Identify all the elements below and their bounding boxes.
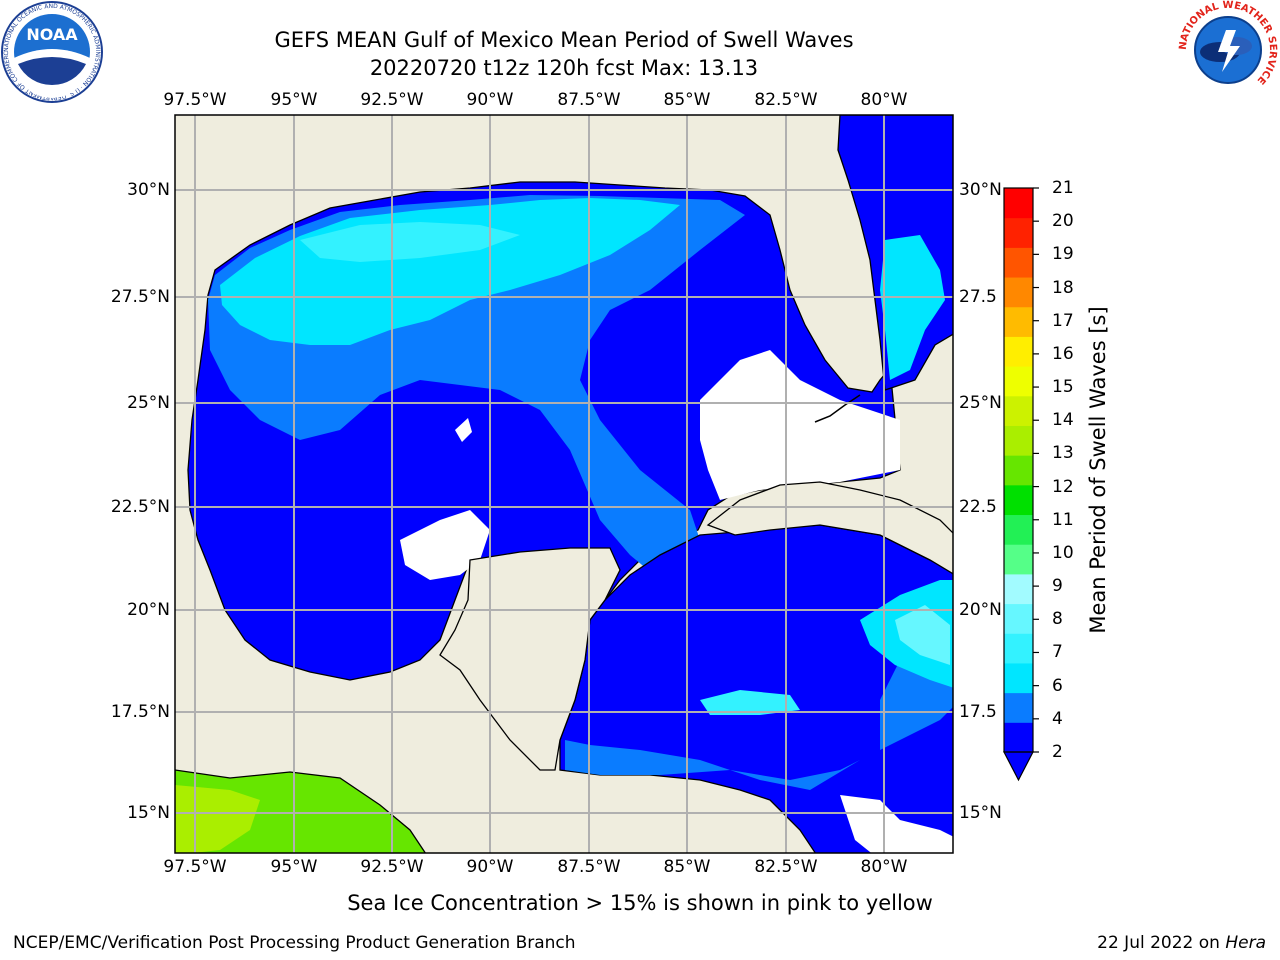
lon-label-bottom: 85°W: [663, 857, 711, 877]
colorbar-segment: [1004, 336, 1033, 367]
lon-label-top: 87.5°W: [557, 90, 621, 110]
colorbar-tick-label: 6: [1052, 675, 1063, 696]
nodata-patch-3: [455, 418, 472, 442]
colorbar-segment: [1004, 395, 1033, 426]
lon-label-bottom: 82.5°W: [754, 857, 818, 877]
colorbar-tick-label: 10: [1052, 542, 1074, 563]
lat-label-right: 22.5: [959, 497, 997, 517]
noaa-logo: NATIONAL OCEANIC AND ATMOSPHERIC ADMINIS…: [0, 0, 103, 103]
lon-label-top: 85°W: [663, 90, 711, 110]
colorbar-tick-label: 11: [1052, 509, 1074, 530]
colorbar-segment: [1004, 247, 1033, 278]
colorbar: [1003, 187, 1039, 782]
sea-ice-note: Sea Ice Concentration > 15% is shown in …: [347, 891, 933, 915]
colorbar-segment: [1004, 544, 1033, 575]
colorbar-tick-label: 14: [1052, 410, 1074, 431]
colorbar-segment: [1004, 306, 1033, 337]
pacific-band-yellowgreen: [175, 785, 260, 853]
lat-label-left: 30°N: [127, 180, 170, 200]
lat-label-right: 20°N: [959, 600, 1002, 620]
colorbar-tick-label: 21: [1052, 178, 1074, 198]
colorbar-segment: [1004, 188, 1033, 219]
caribbean-band-lightblue: [565, 614, 953, 790]
lon-label-top: 82.5°W: [754, 90, 818, 110]
lon-label-top: 95°W: [270, 90, 318, 110]
lon-label-top: 92.5°W: [360, 90, 424, 110]
gridlines: [175, 115, 953, 853]
colorbar-segment: [1004, 484, 1033, 516]
credit-right: 22 Jul 2022 on Hera: [1097, 933, 1266, 953]
lat-label-left: 20°N: [127, 600, 170, 620]
caribbean-cyan-strip: [700, 690, 800, 715]
colorbar-tick-label: 2: [1052, 742, 1063, 762]
colorbar-segment: [1004, 277, 1033, 308]
lat-label-left: 17.5°N: [110, 702, 170, 722]
lon-label-bottom: 90°W: [466, 857, 514, 877]
lat-label-left: 15°N: [127, 803, 170, 823]
colorbar-segment: [1004, 722, 1033, 753]
colorbar-tick-label: 19: [1052, 244, 1074, 265]
lat-label-right: 15°N: [959, 803, 1002, 823]
colorbar-title: Mean Period of Swell Waves [s]: [1086, 306, 1110, 634]
colorbar-tick-label: 4: [1052, 708, 1063, 729]
credit-left: NCEP/EMC/Verification Post Processing Pr…: [13, 933, 576, 953]
colorbar-tick-label: 7: [1052, 642, 1063, 663]
colorbar-segment: [1004, 662, 1033, 694]
yucatan-land: [439, 547, 621, 771]
lat-label-right: 27.5: [959, 287, 997, 307]
lon-label-bottom: 92.5°W: [360, 857, 424, 877]
gulf-band-cyan-light: [300, 222, 520, 262]
credit-date: 22 Jul 2022 on: [1097, 933, 1226, 953]
atlantic-band-cyan: [880, 235, 945, 380]
colorbar-tick-label: 20: [1052, 211, 1074, 232]
colorbar-segment: [1004, 514, 1033, 545]
colorbar-segment: [1004, 603, 1033, 634]
nodata-patch-2: [400, 510, 490, 580]
noaa-logo-text: NOAA: [26, 25, 78, 44]
map-frame: [174, 114, 954, 854]
colorbar-segment: [1004, 217, 1033, 248]
chart-title: GEFS MEAN Gulf of Mexico Mean Period of …: [274, 28, 854, 52]
lon-label-bottom: 95°W: [270, 857, 318, 877]
lon-label-bottom: 97.5°W: [163, 857, 227, 877]
colorbar-tick-label: 8: [1052, 609, 1063, 630]
colorbar-frame: [1003, 187, 1034, 753]
colorbar-tick-label: 13: [1052, 443, 1074, 464]
lat-label-left: 22.5°N: [110, 497, 170, 517]
lon-label-bottom: 80°W: [860, 857, 908, 877]
colorbar-tick-label: 16: [1052, 343, 1074, 364]
colorbar-tick-label: 18: [1052, 277, 1074, 298]
lon-label-top: 80°W: [860, 90, 908, 110]
lat-label-right: 25°N: [959, 393, 1002, 413]
map-area: [175, 115, 953, 853]
chart-subtitle: 20220720 t12z 120h fcst Max: 13.13: [369, 56, 759, 80]
colorbar-segment: [1004, 366, 1033, 397]
lat-label-right: 17.5: [959, 702, 997, 722]
colorbar-tick-label: 9: [1052, 576, 1063, 597]
florida-keys: [814, 394, 861, 423]
colorbar-extend-arrow: [1003, 751, 1034, 782]
lat-label-left: 25°N: [127, 393, 170, 413]
colorbar-tick-label: 12: [1052, 476, 1074, 497]
colorbar-segment: [1004, 692, 1033, 723]
lat-label-right: 30°N: [959, 180, 1002, 200]
lon-label-bottom: 87.5°W: [557, 857, 621, 877]
colorbar-tick-label: 17: [1052, 310, 1074, 331]
nws-logo: NATIONAL WEATHER SERVICE: [1178, 0, 1278, 98]
credit-host: Hera: [1225, 933, 1266, 953]
caribbean-band-cyan-light: [895, 605, 950, 665]
lat-label-left: 27.5°N: [110, 287, 170, 307]
colorbar-segment: [1004, 455, 1033, 486]
lon-label-top: 97.5°W: [163, 90, 227, 110]
nodata-patch-4: [840, 795, 953, 853]
nodata-patch-1: [700, 350, 900, 500]
colorbar-tick-label: 15: [1052, 377, 1074, 398]
colorbar-segment: [1004, 633, 1033, 664]
colorbar-segment: [1004, 573, 1033, 605]
lon-label-top: 90°W: [466, 90, 514, 110]
colorbar-segment: [1004, 425, 1033, 456]
